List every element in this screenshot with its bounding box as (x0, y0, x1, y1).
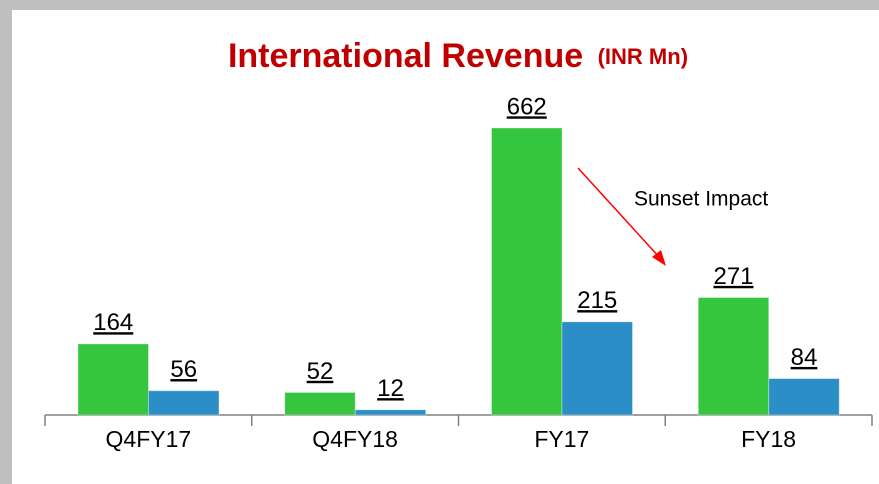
annotation-arrow (577, 167, 661, 259)
value-label: 164 (93, 309, 133, 336)
value-label: 662 (507, 93, 547, 120)
value-label: 52 (307, 358, 334, 385)
x-tick-label: FY18 (741, 426, 796, 452)
bar (561, 321, 633, 416)
bar (284, 391, 356, 416)
value-label: 215 (577, 287, 617, 314)
chart-title: International Revenue (INR Mn) (228, 37, 688, 75)
value-label: 84 (791, 344, 818, 371)
value-label: 271 (713, 263, 753, 290)
value-label: 12 (377, 375, 404, 402)
bar (354, 409, 427, 416)
annotation: Sunset Impact (634, 188, 768, 211)
bar (148, 390, 220, 416)
bar (768, 378, 840, 416)
x-tick-label: FY17 (534, 426, 589, 452)
subtitle: (INR Mn) (598, 44, 688, 69)
x-tick-label: Q4FY17 (106, 426, 192, 452)
bar (697, 297, 770, 416)
value-label: 56 (170, 356, 197, 383)
bar (491, 127, 563, 416)
x-tick-label: Q4FY18 (312, 426, 398, 452)
title: International Revenue (228, 37, 583, 75)
arrow-head (652, 250, 666, 266)
bar (77, 343, 149, 416)
